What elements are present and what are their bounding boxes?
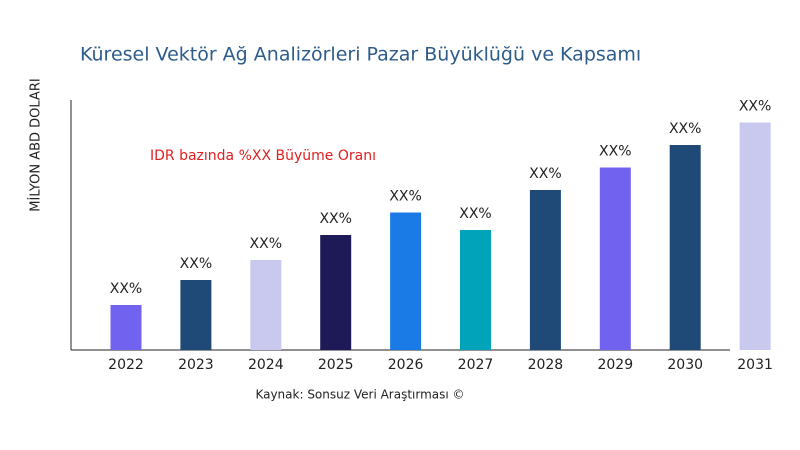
x-tick-label: 2028 xyxy=(528,357,564,373)
x-tick-label: 2030 xyxy=(667,357,703,373)
bar xyxy=(599,167,631,350)
y-axis-label: MİLYON ABD DOLARI xyxy=(28,78,44,211)
x-tick-label: 2023 xyxy=(178,357,214,373)
x-tick-label: 2026 xyxy=(388,357,424,373)
x-tick-label: 2024 xyxy=(248,357,284,373)
value-label: XX% xyxy=(250,236,282,252)
value-label: XX% xyxy=(529,166,561,182)
x-tick-label: 2031 xyxy=(737,357,773,373)
bar xyxy=(529,190,561,350)
value-label: XX% xyxy=(459,206,491,222)
bar xyxy=(180,280,212,350)
x-tick-label: 2025 xyxy=(318,357,354,373)
value-label: XX% xyxy=(389,189,421,205)
bar xyxy=(320,235,352,350)
annotation: IDR bazında %XX Büyüme Oranı xyxy=(150,148,376,164)
value-label: XX% xyxy=(739,99,771,115)
chart-title: Küresel Vektör Ağ Analizörleri Pazar Büy… xyxy=(80,44,641,66)
value-label: XX% xyxy=(180,256,212,272)
bar xyxy=(739,122,771,350)
value-label: XX% xyxy=(110,281,142,297)
bar xyxy=(250,260,282,350)
source: Kaynak: Sonsuz Veri Araştırması © xyxy=(255,388,464,402)
value-label: XX% xyxy=(669,121,701,137)
bar xyxy=(390,212,422,350)
value-label: XX% xyxy=(319,211,351,227)
x-tick-label: 2022 xyxy=(108,357,144,373)
x-tick-label: 2027 xyxy=(458,357,494,373)
bar xyxy=(460,230,491,350)
value-label: XX% xyxy=(599,144,631,160)
bar xyxy=(669,145,701,350)
bar xyxy=(110,305,142,350)
x-tick-label: 2029 xyxy=(597,357,633,373)
